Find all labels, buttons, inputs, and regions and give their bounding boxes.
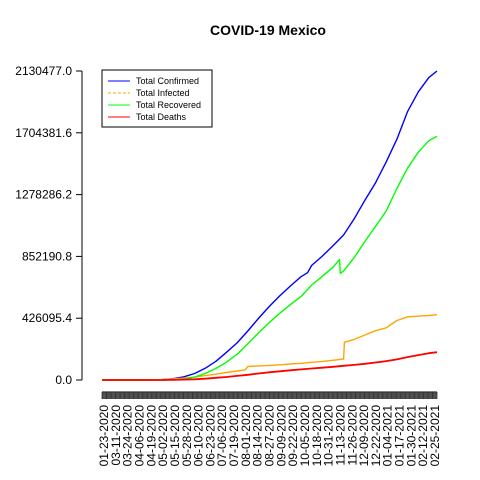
y-tick-label: 852190.8 [22,249,72,263]
x-tick-label: 01-30-2021 [404,405,418,467]
x-tick-label: 12-09-2020 [357,405,371,467]
legend-label: Total Confirmed [136,76,199,86]
legend: Total Confirmed Total Infected Total Recov… [101,69,213,128]
x-tick-label: 02-25-2021 [428,405,442,467]
series-line-total-deaths [102,351,438,381]
x-tick-label: 09-09-2020 [274,405,288,467]
x-tick-label: 01-23-2020 [97,405,111,467]
plot-lines [102,70,438,381]
x-tick-label: 10-05-2020 [298,405,312,467]
x-tick-label: 02-12-2021 [416,405,430,467]
y-tick-label: 2130477.0 [15,64,72,78]
series-line-total-infected [102,314,438,381]
legend-label: Total Recovered [136,100,201,110]
series-line-total-confirmed [102,70,438,381]
legend-label: Total Deaths [136,112,187,122]
x-tick-label: 01-17-2021 [393,405,407,467]
y-axis: 0.0 426095.4 852190.8 1278286.2 1704381.6 213… [15,64,83,387]
x-tick-label: 04-19-2020 [144,405,158,467]
x-tick-label: 08-14-2020 [251,405,265,467]
x-tick-label: 01-04-2021 [381,405,395,467]
x-tick-label: 08-27-2020 [263,405,277,467]
x-tick-label: 07-19-2020 [227,405,241,467]
y-tick-label: 1278286.2 [15,188,72,202]
x-tick-label: 11-26-2020 [345,405,359,466]
y-tick-label: 426095.4 [22,311,72,325]
x-tick-label: 04-06-2020 [132,405,146,467]
legend-label: Total Infected [136,88,190,98]
x-tick-label: 12-22-2020 [369,405,383,467]
chart-title: COVID-19 Mexico [210,22,326,38]
x-tick-label: 09-22-2020 [286,405,300,467]
x-tick-label: 07-06-2020 [215,405,229,467]
x-tick-label: 10-18-2020 [310,405,324,467]
x-tick-label: 03-24-2020 [121,405,135,467]
x-tick-label: 10-31-2020 [322,405,336,467]
x-tick-label: 03-11-2020 [109,405,123,466]
x-axis: 01-23-202003-11-202003-24-202004-06-2020… [97,391,442,467]
x-tick-label: 05-02-2020 [156,405,170,467]
x-tick-label: 05-15-2020 [168,405,182,467]
x-tick-label: 11-13-2020 [333,405,347,466]
y-tick-label: 1704381.6 [15,126,72,140]
x-tick-label: 06-23-2020 [203,405,217,467]
x-tick-label: 06-10-2020 [192,405,206,467]
y-tick-label: 0.0 [55,373,72,387]
x-tick-label: 05-28-2020 [180,405,194,467]
x-tick-label: 08-01-2020 [239,405,253,467]
